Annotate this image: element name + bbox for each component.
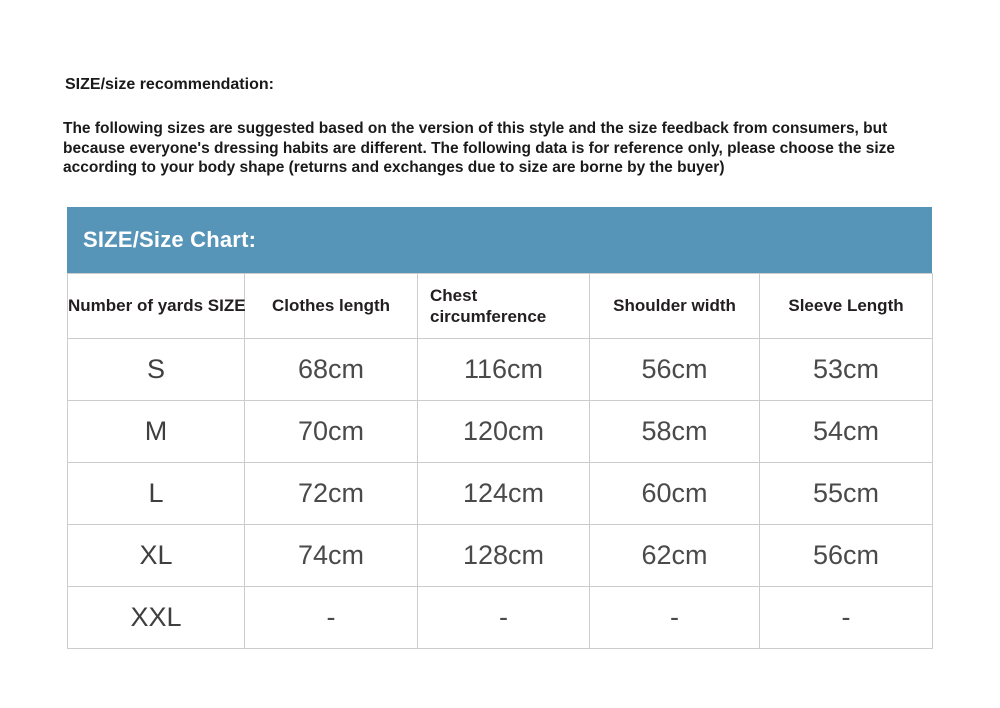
chest-circumference-cell: 124cm	[417, 462, 590, 525]
column-header-size: Number of yards SIZE	[67, 273, 246, 339]
size-chart-banner: SIZE/Size Chart:	[67, 207, 932, 273]
sleeve-length-cell: 55cm	[759, 462, 933, 525]
sleeve-length-cell: 53cm	[759, 338, 933, 401]
clothes-length-cell: 68cm	[244, 338, 418, 401]
size-chart-table: Number of yards SIZE Clothes length Ches…	[67, 273, 933, 649]
sleeve-length-cell: 54cm	[759, 400, 933, 463]
shoulder-width-cell: 62cm	[589, 524, 760, 587]
table-row-xxl: XXL - - - -	[67, 586, 933, 649]
chest-circumference-cell: 116cm	[417, 338, 590, 401]
column-header-shoulder-width: Shoulder width	[589, 273, 760, 339]
size-cell: XL	[67, 524, 245, 587]
clothes-length-cell: -	[244, 586, 418, 649]
size-chart-banner-title: SIZE/Size Chart:	[83, 227, 257, 252]
clothes-length-cell: 70cm	[244, 400, 418, 463]
size-chart-header-row: Number of yards SIZE Clothes length Ches…	[67, 273, 933, 339]
chest-circumference-cell: 128cm	[417, 524, 590, 587]
column-header-sleeve-length: Sleeve Length	[759, 273, 933, 339]
column-header-clothes-length: Clothes length	[244, 273, 418, 339]
column-header-chest-circumference: Chest circumference	[417, 273, 590, 339]
shoulder-width-cell: -	[589, 586, 760, 649]
sleeve-length-cell: 56cm	[759, 524, 933, 587]
shoulder-width-cell: 58cm	[589, 400, 760, 463]
size-cell: M	[67, 400, 245, 463]
column-header-chest-circumference-label: Chest circumference	[430, 286, 547, 326]
table-row-m: M 70cm 120cm 58cm 54cm	[67, 400, 933, 463]
shoulder-width-cell: 60cm	[589, 462, 760, 525]
size-recommendation-title: SIZE/size recommendation:	[65, 76, 274, 93]
shoulder-width-cell: 56cm	[589, 338, 760, 401]
table-row-s: S 68cm 116cm 56cm 53cm	[67, 338, 933, 401]
size-cell: S	[67, 338, 245, 401]
size-cell: L	[67, 462, 245, 525]
table-row-l: L 72cm 124cm 60cm 55cm	[67, 462, 933, 525]
size-cell: XXL	[67, 586, 245, 649]
size-recommendation-paragraph: The following sizes are suggested based …	[63, 120, 896, 176]
chest-circumference-cell: 120cm	[417, 400, 590, 463]
sleeve-length-cell: -	[759, 586, 933, 649]
table-row-xl: XL 74cm 128cm 62cm 56cm	[67, 524, 933, 587]
chest-circumference-cell: -	[417, 586, 590, 649]
clothes-length-cell: 74cm	[244, 524, 418, 587]
clothes-length-cell: 72cm	[244, 462, 418, 525]
